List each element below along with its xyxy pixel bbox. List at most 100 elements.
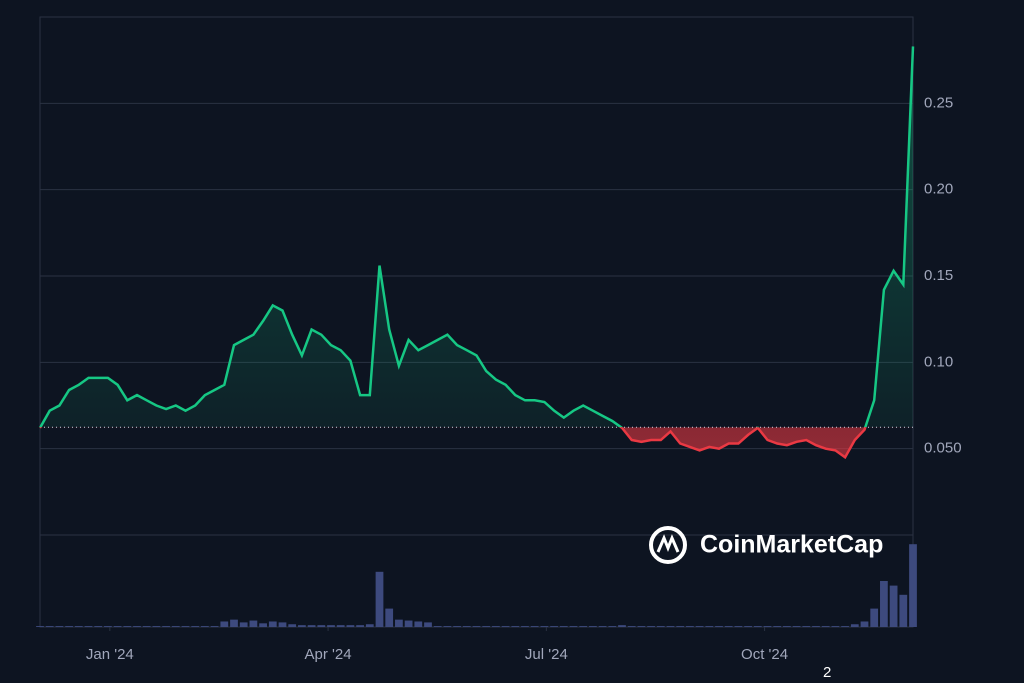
x-tick-label: Oct '24 — [741, 646, 788, 663]
volume-bar — [724, 626, 733, 627]
watermark: CoinMarketCap — [649, 526, 883, 564]
volume-bar — [860, 621, 869, 627]
volume-bar — [443, 626, 452, 627]
volume-bar — [288, 624, 297, 627]
volume-bar — [763, 626, 772, 627]
volume-bar — [705, 626, 714, 627]
volume-bar — [36, 626, 44, 627]
volume-bar — [482, 626, 491, 627]
volume-bar — [220, 621, 229, 627]
volume-bar — [162, 626, 170, 627]
volume-bar — [181, 626, 190, 627]
volume-bar — [753, 626, 762, 627]
volume-bar — [899, 594, 908, 627]
volume-bar — [104, 626, 112, 627]
volume-bar — [676, 626, 685, 627]
volume-bar — [870, 608, 879, 627]
volume-bar — [113, 626, 122, 627]
volume-bar — [521, 626, 529, 627]
volume-bar — [249, 620, 258, 627]
volume-bar — [317, 625, 326, 627]
volume-bar — [579, 626, 588, 627]
volume-bar — [84, 626, 93, 627]
volume-bar — [171, 626, 180, 627]
volume-bar — [821, 626, 830, 627]
volume-bar — [850, 624, 859, 627]
volume-bar — [608, 626, 617, 627]
volume-bar — [336, 625, 345, 627]
volume-bar — [472, 626, 481, 627]
volume-bar — [94, 626, 103, 627]
volume-bar — [909, 544, 917, 627]
x-tick-label: Jul '24 — [525, 646, 568, 663]
volume-bar — [666, 626, 675, 627]
volume-bar — [375, 571, 384, 627]
volume-bar — [123, 626, 132, 627]
volume-bar — [55, 626, 64, 627]
volume-bar — [540, 626, 549, 627]
volume-bar — [201, 626, 209, 627]
x-tick-label: Jan '24 — [86, 646, 134, 663]
volume-bar — [569, 626, 578, 627]
area-down — [40, 427, 866, 458]
price-line-up — [38, 46, 915, 428]
volume-bar — [792, 626, 801, 627]
volume-bar — [550, 626, 558, 627]
volume-bar — [433, 626, 442, 627]
volume-bar — [278, 622, 287, 627]
volume-bar — [327, 625, 335, 627]
volume-bar — [142, 626, 151, 627]
y-tick-label: 0.20 — [924, 181, 953, 198]
volume-bar — [831, 626, 840, 627]
volume-bar — [414, 621, 423, 627]
volume-bar — [133, 626, 141, 627]
volume-bar — [395, 619, 403, 627]
volume-bar — [501, 626, 510, 627]
volume-bar — [715, 626, 723, 627]
volume-bar — [880, 581, 888, 627]
y-tick-label: 0.25 — [924, 94, 953, 111]
volume-bar — [404, 620, 413, 627]
volume-bar — [889, 585, 898, 627]
volume-bar — [492, 626, 500, 627]
area-up — [40, 46, 913, 428]
x-tick-label: Apr '24 — [305, 646, 352, 663]
volume-bar — [511, 626, 520, 627]
watermark-text: CoinMarketCap — [700, 531, 883, 559]
volume-bar — [695, 626, 704, 627]
y-tick-label: 0.10 — [924, 353, 953, 370]
volume-bar — [365, 624, 374, 627]
volume-bar — [298, 625, 306, 627]
volume-bar — [74, 626, 83, 627]
y-tick-label: 0.050 — [924, 440, 962, 457]
volume-bar — [618, 625, 626, 627]
volume-bar — [647, 626, 655, 627]
price-line-down — [38, 427, 867, 460]
volume-bar — [598, 626, 607, 627]
volume-bar — [65, 626, 73, 627]
volume-bar — [812, 626, 820, 627]
volume-bar — [656, 626, 665, 627]
volume-bar — [191, 626, 200, 627]
volume-bar — [462, 626, 471, 627]
volume-bar — [773, 626, 782, 627]
volume-bar — [385, 608, 394, 627]
volume-bar — [637, 626, 646, 627]
volume-bar — [268, 621, 277, 627]
volume-bar — [45, 626, 54, 627]
volume-bar — [453, 626, 461, 627]
volume-bar — [259, 623, 267, 627]
volume-bar — [686, 626, 694, 627]
volume-bar — [627, 626, 636, 627]
volume-bar — [424, 622, 432, 627]
volume-bar — [783, 626, 791, 627]
volume-bar — [346, 625, 355, 627]
volume-bar — [239, 622, 248, 627]
volume-bar — [307, 625, 316, 627]
volume-bar — [841, 626, 849, 627]
volume-bar — [589, 626, 597, 627]
volume-bar — [559, 626, 568, 627]
volume-bar — [802, 626, 811, 627]
y-tick-label: 0.15 — [924, 267, 953, 284]
